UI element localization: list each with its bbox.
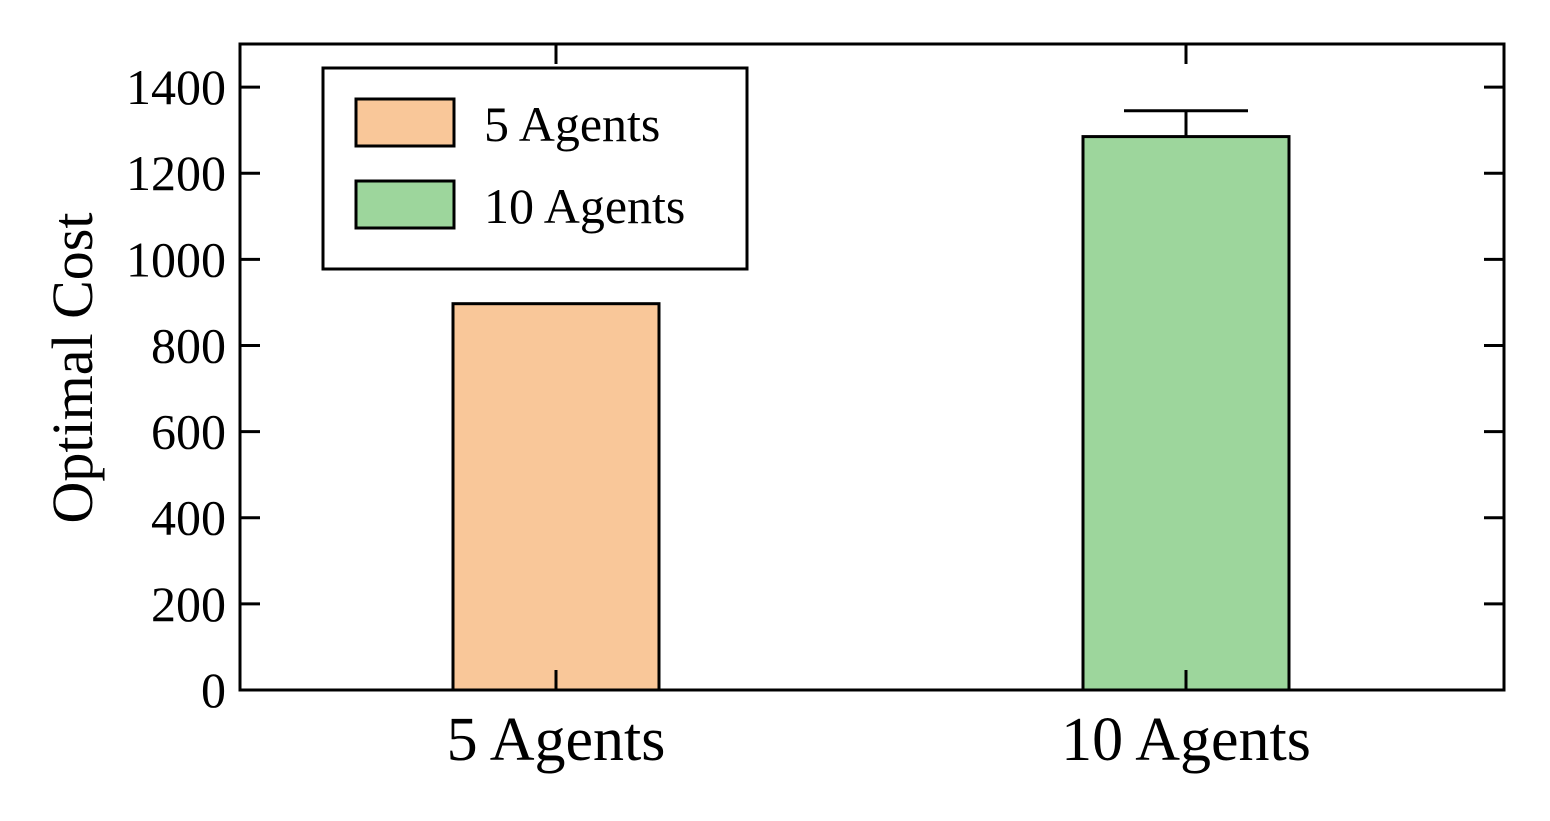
- y-axis-title: Optimal Cost: [40, 213, 105, 524]
- bar-10-agents: [1081, 135, 1291, 692]
- x-tick-label: 10 Agents: [1061, 706, 1311, 774]
- error-bars-layer: [1124, 109, 1248, 137]
- x-tick-label: 5 Agents: [447, 706, 666, 774]
- legend-swatch: [354, 179, 456, 230]
- ticks-layer: [240, 44, 1504, 692]
- axes-layer: [238, 42, 1506, 692]
- y-tick-label: 800: [151, 317, 226, 373]
- legend-label: 5 Agents: [484, 96, 660, 152]
- y-tick-label: 600: [151, 404, 226, 460]
- y-tick-label: 0: [201, 662, 226, 718]
- labels-layer: 0 200 400 600 800 1000 1200 1400 5 Agents 10 Agen…: [126, 59, 1311, 774]
- y-tick-label: 1400: [126, 59, 226, 115]
- y-tick-label: 1200: [126, 145, 226, 201]
- bars-layer: [451, 135, 1291, 692]
- y-tick-label: 400: [151, 490, 226, 546]
- legend-label: 10 Agents: [484, 178, 685, 234]
- bar-5-agents: [451, 302, 661, 692]
- legend: 5 Agents 10 Agents: [321, 66, 749, 271]
- plot-frame: [238, 42, 1506, 692]
- y-tick-label: 200: [151, 576, 226, 632]
- y-tick-label: 1000: [126, 231, 226, 287]
- legend-swatch: [354, 97, 456, 148]
